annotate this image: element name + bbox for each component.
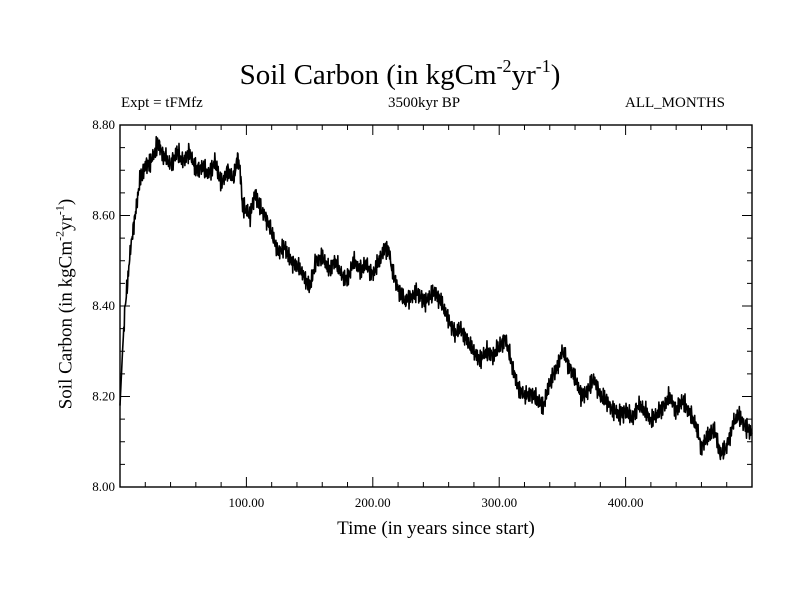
period-label: 3500kyr BP <box>388 95 461 111</box>
chart-title-text: Soil Carbon (in kgCm <box>239 59 497 91</box>
plot-frame <box>119 124 753 488</box>
y-axis-label-end: ) <box>55 198 77 206</box>
y-axis-label-mid: yr <box>55 215 77 231</box>
y-tick-label: 8.80 <box>92 117 115 132</box>
x-tick-label: 100.00 <box>229 495 265 510</box>
y-axis-label-sup-2: -1 <box>52 205 67 216</box>
x-tick-label: 300.00 <box>481 495 517 510</box>
y-tick-label: 8.00 <box>92 479 115 494</box>
x-tick-label: 200.00 <box>355 495 391 510</box>
y-axis-label: Soil Carbon (in kgCm-2yr-1) <box>53 199 78 410</box>
y-tick-label: 8.20 <box>92 389 115 404</box>
y-tick-label: 8.40 <box>92 298 115 313</box>
chart-title-sup-2: -1 <box>535 56 551 76</box>
x-axis-label: Time (in years since start) <box>337 518 535 539</box>
series-line-0 <box>119 135 753 461</box>
chart-title: Soil Carbon (in kgCm-2yr-1) <box>0 56 800 92</box>
chart-title-sup-1: -2 <box>496 56 512 76</box>
y-axis-label-sup-1: -2 <box>52 230 67 241</box>
x-tick-label: 400.00 <box>608 495 644 510</box>
axis-tick-labels: 100.00 200.00 300.00 400.00 8.00 8.20 8.40 8.60… <box>92 117 643 510</box>
chart-title-end: ) <box>550 59 561 91</box>
plot-marks <box>119 135 753 461</box>
y-axis-label-text: Soil Carbon (in kgCm <box>55 240 77 410</box>
months-label: ALL_MONTHS <box>625 95 725 111</box>
y-tick-label: 8.60 <box>92 208 115 223</box>
axis-ticks <box>120 125 752 487</box>
chart-title-mid: yr <box>511 59 536 91</box>
experiment-label: Expt = tFMfz <box>121 95 203 111</box>
